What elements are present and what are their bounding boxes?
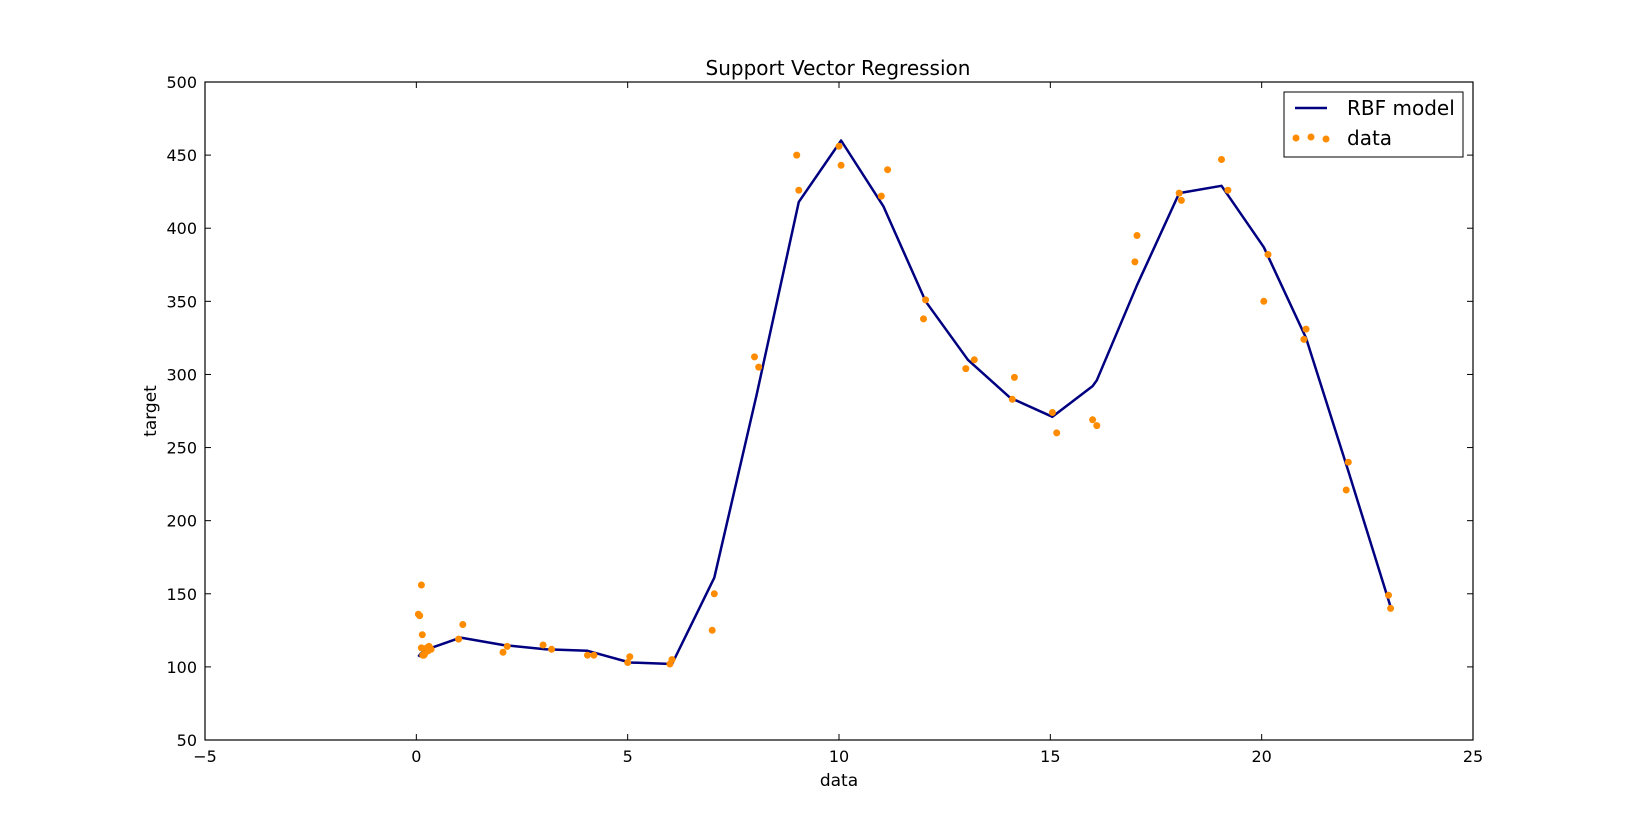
data-point xyxy=(1300,335,1308,343)
data-point xyxy=(1008,395,1016,403)
data-point xyxy=(548,645,556,653)
x-tick-label: 5 xyxy=(623,747,633,766)
y-tick-label: 350 xyxy=(166,292,197,311)
x-tick-label: 0 xyxy=(411,747,421,766)
data-point xyxy=(795,186,803,194)
legend-dot-swatch xyxy=(1322,135,1330,143)
data-point xyxy=(1218,156,1225,163)
legend-label-data: data xyxy=(1347,126,1392,150)
data-point xyxy=(539,641,547,649)
data-point xyxy=(1344,458,1352,466)
x-tick-label: 25 xyxy=(1463,747,1483,766)
data-point xyxy=(793,151,801,159)
y-tick-label: 200 xyxy=(166,512,197,531)
legend-label-rbf-model: RBF model xyxy=(1347,96,1455,120)
data-point xyxy=(877,192,885,200)
data-point xyxy=(1342,486,1350,494)
chart-title: Support Vector Regression xyxy=(706,56,971,80)
plot-area: −5 0 5 10 15 20 25 50 100 150 200 250 300 350 400 450 50… xyxy=(166,73,1483,766)
data-point xyxy=(1387,604,1395,612)
legend-dot-swatch xyxy=(1307,133,1315,141)
data-point xyxy=(416,612,424,620)
legend-box xyxy=(1283,91,1464,158)
x-tick-label: 15 xyxy=(1040,747,1060,766)
legend-dot-swatch xyxy=(1292,134,1300,142)
data-point xyxy=(755,363,763,371)
y-tick-label: 150 xyxy=(166,585,197,604)
y-tick-label: 100 xyxy=(166,658,197,677)
data-point xyxy=(499,648,507,656)
data-point xyxy=(1010,373,1018,381)
data-point xyxy=(1224,186,1232,194)
data-point xyxy=(1133,232,1141,239)
data-point xyxy=(455,635,463,643)
data-point xyxy=(1131,258,1139,266)
y-tick-label: 400 xyxy=(166,219,197,238)
data-point xyxy=(626,653,634,661)
data-point xyxy=(1053,429,1061,437)
y-tick-label: 500 xyxy=(166,73,197,92)
data-point xyxy=(835,142,843,150)
x-tick-label: 10 xyxy=(829,747,849,766)
data-point xyxy=(710,590,718,598)
data-point xyxy=(1260,297,1268,305)
data-point xyxy=(1048,409,1056,416)
y-axis-label: target xyxy=(141,385,161,437)
data-point xyxy=(584,651,591,659)
axis-ticks: −5 0 5 10 15 20 25 50 100 150 200 250 300 350 400 450 50… xyxy=(166,73,1483,766)
x-tick-label: 20 xyxy=(1251,747,1271,766)
y-tick-label: 250 xyxy=(166,439,197,458)
x-tick-label: −5 xyxy=(193,747,217,766)
data-point xyxy=(668,656,676,664)
data-point xyxy=(1385,591,1392,599)
data-point xyxy=(418,631,426,639)
y-tick-label: 300 xyxy=(166,365,197,384)
data-point xyxy=(837,161,845,169)
data-point xyxy=(962,365,970,373)
data-point xyxy=(1264,251,1272,258)
data-point xyxy=(1177,196,1185,204)
data-point xyxy=(417,581,425,589)
data-point xyxy=(970,356,978,364)
data-point xyxy=(1089,416,1097,424)
y-tick-label: 50 xyxy=(177,731,197,750)
data-point xyxy=(1093,422,1101,430)
data-point xyxy=(459,621,467,628)
data-point xyxy=(624,659,632,666)
data-point xyxy=(427,645,435,653)
data-point xyxy=(708,626,716,634)
data-point xyxy=(590,651,598,659)
data-point xyxy=(503,642,511,650)
legend: RBF model data xyxy=(1283,91,1464,158)
x-axis-label: data xyxy=(820,771,858,791)
data-point xyxy=(1175,189,1183,197)
data-point xyxy=(920,315,927,323)
data-point xyxy=(922,296,930,304)
data-point xyxy=(417,644,425,652)
data-point xyxy=(751,353,758,361)
y-tick-label: 450 xyxy=(166,146,197,165)
data-point xyxy=(884,166,892,174)
data-point xyxy=(1302,325,1310,333)
series-layer xyxy=(414,139,1395,668)
